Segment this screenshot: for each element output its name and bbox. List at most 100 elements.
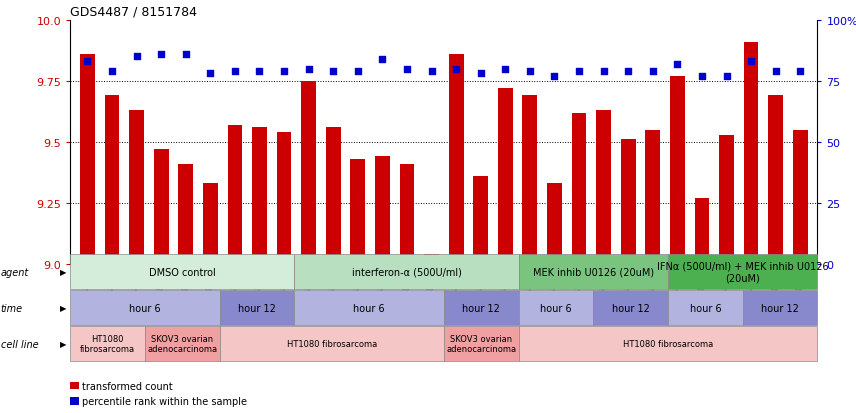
Point (523, 69, 537, 75)
Bar (400, 164, 414, 264)
Bar (294, 290, 444, 325)
Text: ▶: ▶ (60, 339, 67, 348)
Text: hour 12: hour 12 (612, 303, 650, 313)
Bar (519, 326, 817, 361)
Bar (744, 43, 758, 264)
Text: SKOV3 ovarian
adenocarcinoma: SKOV3 ovarian adenocarcinoma (446, 334, 516, 354)
Bar (793, 130, 808, 264)
Bar (668, 254, 817, 290)
Point (154, 52, 168, 58)
Bar (104, 96, 119, 264)
Text: ▶: ▶ (60, 304, 67, 312)
Text: IFNα (500U/ml) + MEK inhib U0126
(20uM): IFNα (500U/ml) + MEK inhib U0126 (20uM) (657, 261, 829, 283)
Bar (203, 184, 217, 264)
Point (449, 66, 463, 73)
Text: transformed count: transformed count (82, 381, 173, 391)
Bar (80, 55, 95, 264)
Bar (719, 135, 734, 264)
Bar (326, 128, 341, 264)
Point (204, 71, 217, 78)
Text: DMSO control: DMSO control (149, 267, 216, 277)
Bar (668, 290, 743, 325)
Point (548, 74, 562, 80)
Point (179, 52, 193, 58)
Point (720, 74, 734, 80)
Point (597, 69, 610, 75)
Point (105, 69, 119, 75)
Point (794, 69, 807, 75)
Text: hour 6: hour 6 (354, 303, 385, 313)
Bar (519, 254, 668, 290)
Text: percentile rank within the sample: percentile rank within the sample (82, 396, 247, 406)
Bar (350, 159, 366, 264)
Text: HT1080 fibrosarcoma: HT1080 fibrosarcoma (623, 339, 713, 348)
Text: agent: agent (1, 267, 29, 277)
Point (744, 59, 758, 65)
Text: time: time (1, 303, 23, 313)
Text: hour 12: hour 12 (462, 303, 500, 313)
Point (302, 66, 316, 73)
Bar (154, 150, 169, 264)
Point (253, 69, 266, 75)
Text: cell line: cell line (1, 339, 39, 349)
Bar (522, 96, 538, 264)
Bar (519, 290, 593, 325)
Bar (670, 77, 685, 264)
Point (621, 69, 635, 75)
Bar (449, 55, 463, 264)
Bar (597, 111, 611, 264)
Bar (276, 133, 291, 264)
Point (646, 69, 660, 75)
Point (670, 61, 684, 68)
Bar (547, 184, 562, 264)
Bar (694, 199, 710, 264)
Text: interferon-α (500U/ml): interferon-α (500U/ml) (352, 267, 461, 277)
Point (695, 74, 709, 80)
Bar (301, 82, 316, 264)
Bar (70, 397, 79, 405)
Bar (621, 140, 635, 264)
Point (572, 69, 586, 75)
Bar (375, 157, 389, 264)
Text: HT1080 fibrosarcoma: HT1080 fibrosarcoma (287, 339, 377, 348)
Bar (253, 128, 267, 264)
Bar (129, 111, 144, 264)
Point (474, 71, 488, 78)
Bar (769, 96, 783, 264)
Text: ▶: ▶ (60, 268, 67, 276)
Bar (473, 177, 488, 264)
Bar (228, 126, 242, 264)
Point (498, 66, 512, 73)
Bar (593, 290, 668, 325)
Bar (70, 290, 220, 325)
Bar (220, 290, 294, 325)
Bar (294, 254, 519, 290)
Bar (443, 326, 519, 361)
Bar (498, 89, 513, 264)
Text: hour 6: hour 6 (690, 303, 722, 313)
Bar (645, 130, 660, 264)
Point (326, 69, 340, 75)
Point (376, 56, 389, 63)
Point (277, 69, 291, 75)
Bar (145, 326, 220, 361)
Point (400, 66, 413, 73)
Text: hour 12: hour 12 (238, 303, 276, 313)
Text: SKOV3 ovarian
adenocarcinoma: SKOV3 ovarian adenocarcinoma (147, 334, 217, 354)
Text: GDS4487 / 8151784: GDS4487 / 8151784 (70, 5, 197, 18)
Point (80, 59, 94, 65)
Text: hour 6: hour 6 (129, 303, 161, 313)
Text: hour 6: hour 6 (540, 303, 572, 313)
Point (769, 69, 782, 75)
Bar (425, 254, 439, 264)
Bar (220, 326, 443, 361)
Point (351, 69, 365, 75)
Bar (443, 290, 519, 325)
Bar (70, 254, 294, 290)
Text: MEK inhib U0126 (20uM): MEK inhib U0126 (20uM) (532, 267, 654, 277)
Point (425, 69, 438, 75)
Bar (178, 164, 193, 264)
Bar (743, 290, 817, 325)
Bar (70, 382, 79, 389)
Text: hour 12: hour 12 (761, 303, 799, 313)
